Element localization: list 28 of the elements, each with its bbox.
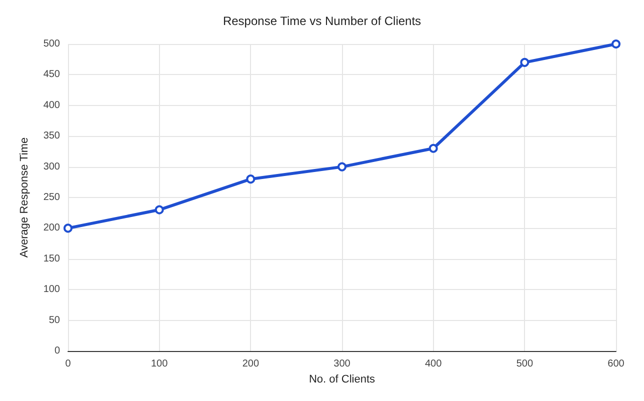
x-tick-label: 500	[516, 358, 534, 370]
x-tick-label: 200	[242, 358, 260, 370]
point	[64, 224, 72, 233]
chart-title: Response Time vs Number of Clients	[222, 14, 422, 28]
x-tick-label: 600	[608, 358, 625, 370]
y-axis-title: Average Response Time	[18, 137, 30, 258]
x-tick-label: 400	[424, 358, 442, 370]
y-tick-label: 350	[43, 130, 60, 142]
y-tick-label: 400	[43, 100, 60, 111]
y-tick-label: 0	[54, 346, 60, 356]
y-tick-label: 150	[43, 253, 60, 264]
point	[520, 58, 530, 67]
y-tick-label: 450	[43, 69, 60, 80]
x-tick-label: 300	[334, 358, 351, 370]
point	[612, 40, 620, 48]
y-tick-label: 100	[43, 284, 60, 296]
x-tick-label: 100	[150, 358, 168, 370]
y-tick-label: 50	[48, 314, 60, 326]
y-tick-label: 200	[43, 222, 60, 234]
point	[154, 205, 164, 214]
point	[338, 162, 346, 172]
point	[428, 144, 438, 153]
x-tick-label: 0	[65, 358, 72, 370]
point	[246, 174, 256, 184]
y-tick-label: 300	[43, 161, 60, 172]
y-tick-label: 500	[43, 38, 60, 50]
x-axis-title: No. of Clients	[308, 373, 376, 386]
y-tick-label: 250	[43, 192, 60, 203]
